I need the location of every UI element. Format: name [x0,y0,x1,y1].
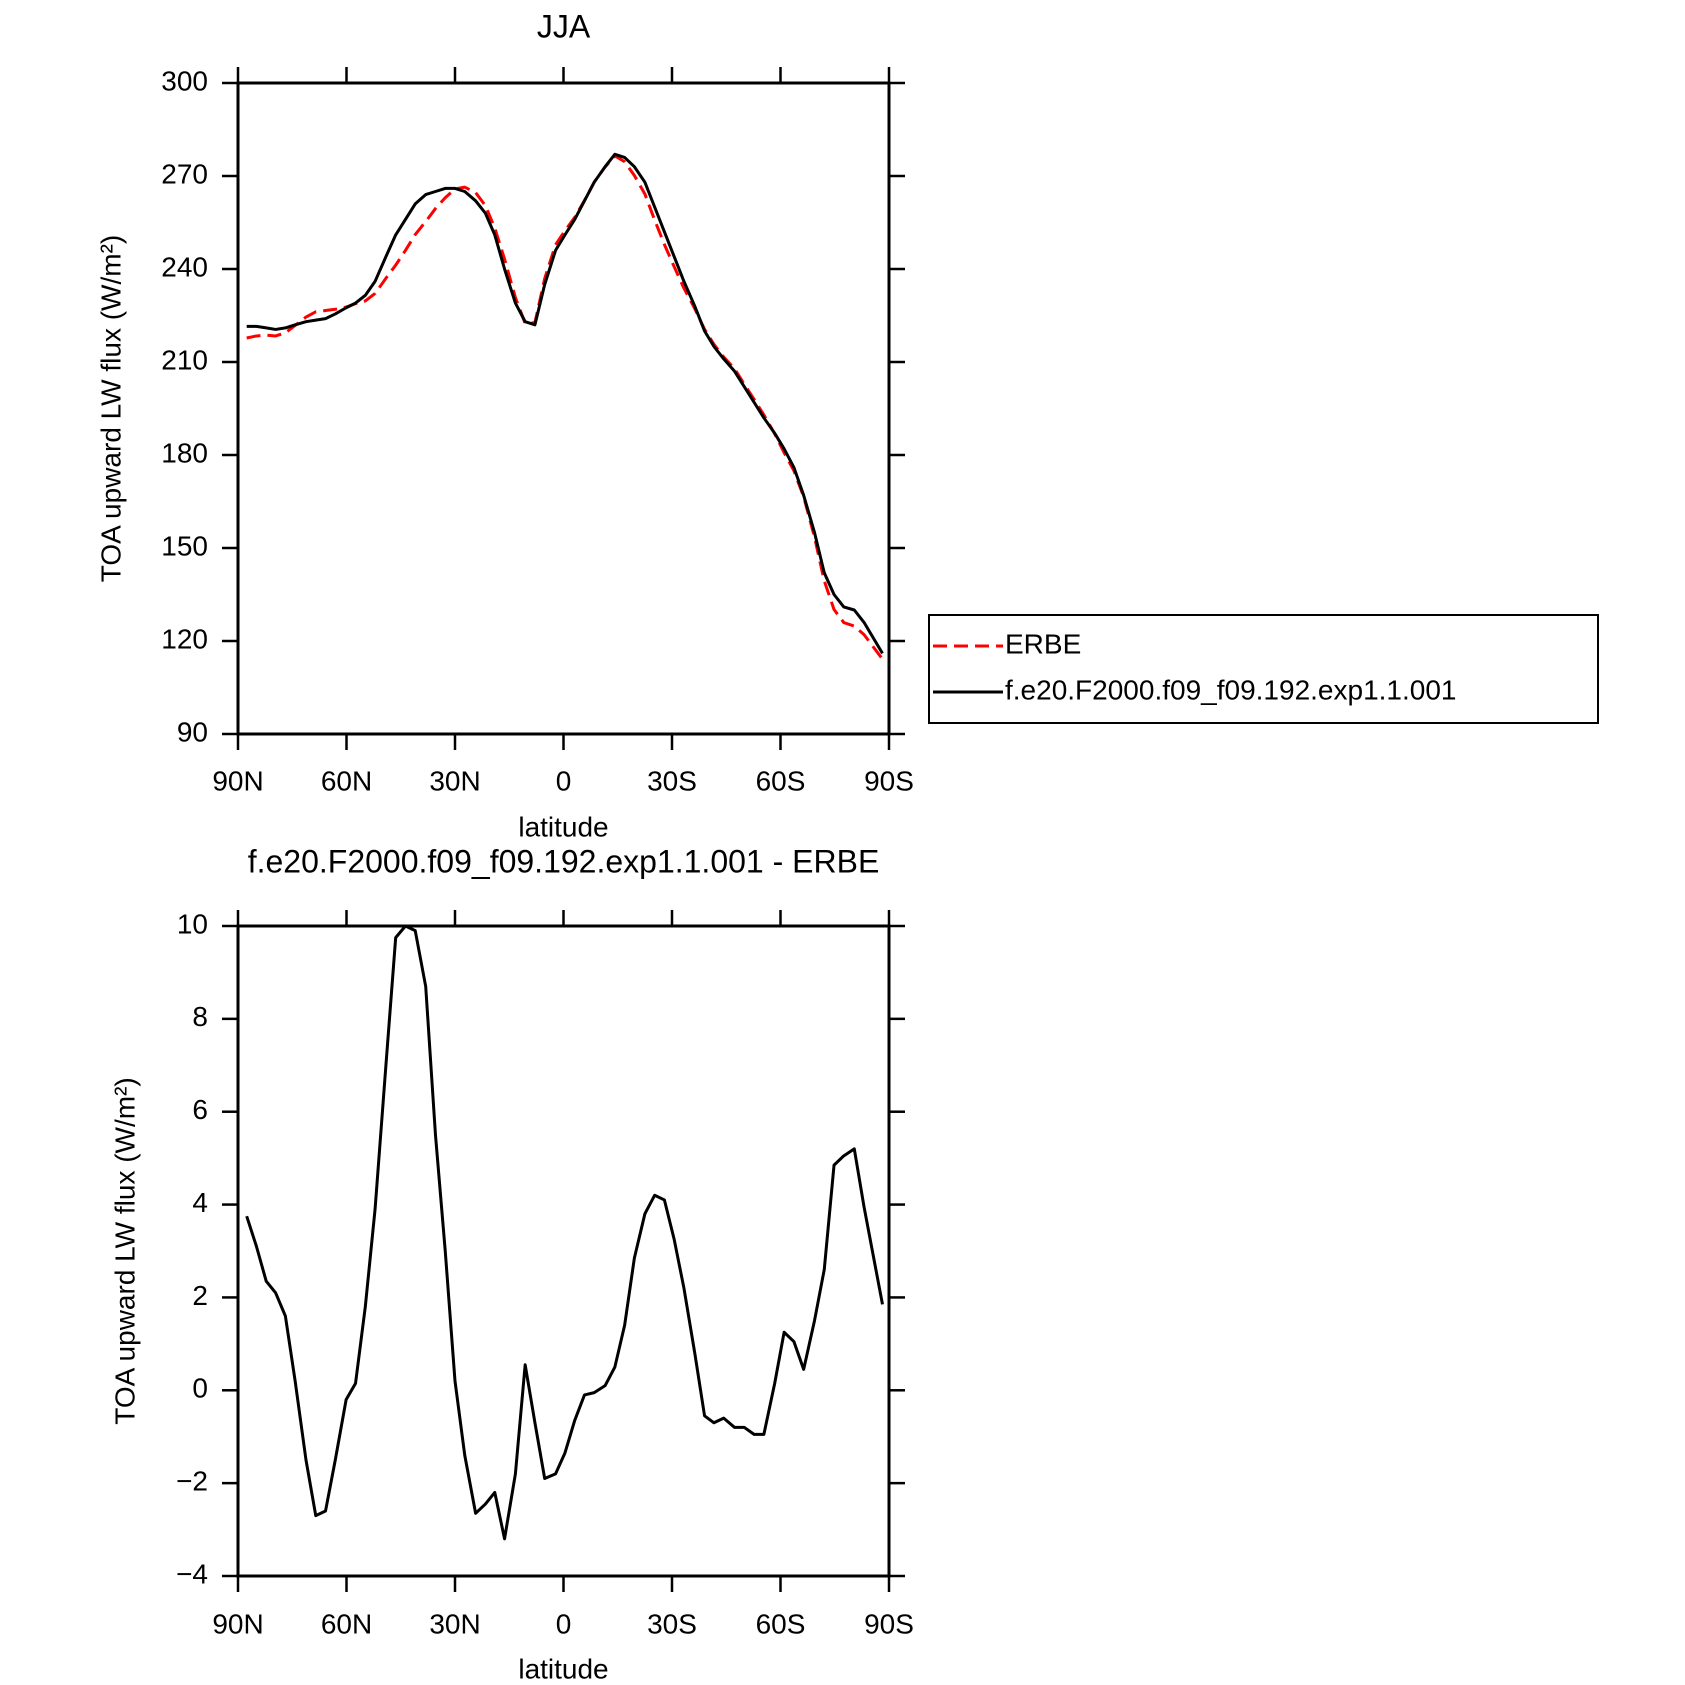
y-tick-label: 150 [161,530,208,561]
x-tick-label: 90N [212,765,263,796]
x-tick-label: 30N [429,765,480,796]
y-tick-label: 10 [177,908,208,939]
x-tick-label: 90S [864,765,914,796]
x-tick-label: 30S [647,765,697,796]
x-tick-label: 60N [321,765,372,796]
y-tick-label: −4 [176,1558,208,1589]
x-tick-label: 90N [212,1608,263,1639]
plot-frame [236,924,891,1578]
x-tick-label: 60N [321,1608,372,1639]
data-line [245,924,884,1541]
y-tick-label: 180 [161,437,208,468]
y-axis-title: TOA upward LW flux (W/m²) [95,235,126,582]
y-tick-label: 2 [192,1280,208,1311]
x-tick-label: 60S [756,1608,806,1639]
y-tick-label: 240 [161,251,208,282]
x-axis-title: latitude [518,1653,608,1684]
legend-label: ERBE [1005,628,1081,659]
x-tick-label: 60S [756,765,806,796]
y-tick-label: −2 [176,1466,208,1497]
y-tick-label: 300 [161,65,208,96]
y-tick-label: 120 [161,623,208,654]
x-tick-label: 30N [429,1608,480,1639]
y-tick-label: 210 [161,344,208,375]
plot-frame [236,81,891,736]
chart-title: JJA [537,8,591,44]
legend-label: f.e20.F2000.f09_f09.192.exp1.1.001 [1005,674,1457,705]
x-tick-label: 90S [864,1608,914,1639]
y-tick-label: 4 [192,1187,208,1218]
legend-box [928,614,1599,724]
x-tick-label: 0 [556,765,572,796]
x-tick-label: 0 [556,1608,572,1639]
chart-title: f.e20.F2000.f09_f09.192.exp1.1.001 - ERB… [248,843,880,879]
x-axis-title: latitude [518,811,608,842]
y-axis-title: TOA upward LW flux (W/m²) [109,1077,140,1424]
x-tick-label: 30S [647,1608,697,1639]
data-line [246,152,884,655]
y-tick-label: 0 [192,1373,208,1404]
y-tick-label: 270 [161,158,208,189]
y-tick-label: 8 [192,1001,208,1032]
data-line [246,154,884,661]
y-tick-label: 90 [177,716,208,747]
y-tick-label: 6 [192,1094,208,1125]
